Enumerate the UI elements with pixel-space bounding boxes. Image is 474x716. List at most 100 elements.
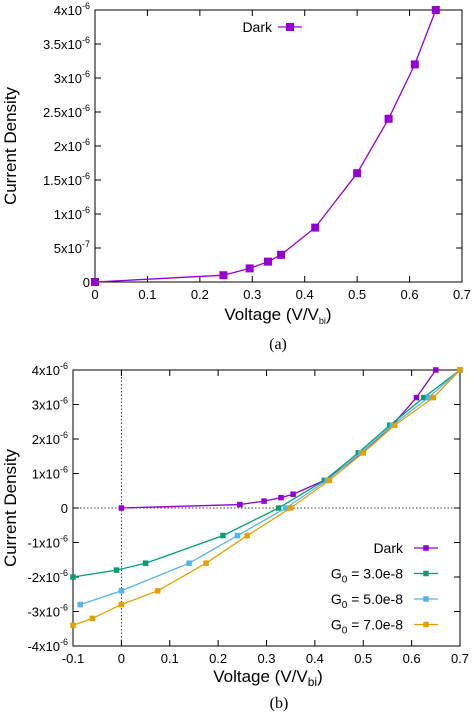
y-axis-label-b: Current Density — [1, 448, 20, 567]
x-tick-label: 0.1 — [138, 287, 156, 302]
data-point — [420, 394, 427, 401]
x-tick-label: 0 — [91, 287, 98, 302]
series-0 — [91, 6, 440, 286]
data-point — [77, 601, 84, 608]
data-point — [234, 532, 241, 539]
y-tick-label: 0 — [61, 501, 68, 516]
data-point — [70, 622, 76, 629]
data-point — [287, 505, 294, 511]
series-0 — [118, 367, 439, 511]
legend-label: G0 = 5.0e-8 — [331, 591, 403, 611]
series-line — [72, 369, 461, 626]
x-axis-label-b: Voltage (V/Vbi) — [213, 667, 323, 689]
data-point — [360, 450, 366, 456]
data-point — [283, 505, 289, 511]
y-tick-label: 2.5x10-6 — [43, 103, 90, 120]
y-tick-label: 1x10-6 — [54, 205, 90, 222]
y-tick-label: 4x10-6 — [54, 1, 90, 18]
y-tick-label: 5x10-7 — [54, 239, 90, 256]
series-1 — [70, 367, 463, 580]
series-2 — [77, 367, 463, 608]
data-point — [433, 367, 439, 373]
data-point — [413, 394, 420, 401]
x-axis-label-a: Voltage (V/Vbi) — [224, 305, 331, 326]
legend-item: G0 = 5.0e-8 — [331, 591, 438, 611]
y-tick-label: 3x10-6 — [54, 69, 90, 86]
x-tick-label: 0.1 — [161, 651, 179, 666]
caption-b: (b) — [270, 695, 289, 712]
x-tick-label: 0.6 — [403, 651, 421, 666]
legend-label: G0 = 3.0e-8 — [331, 566, 403, 586]
data-point — [142, 560, 149, 566]
x-tick-label: -0.1 — [62, 651, 84, 666]
x-tick-label: 0.3 — [257, 651, 275, 666]
series-group-a — [91, 6, 440, 286]
x-tick-label: 0.7 — [453, 287, 471, 302]
plot-frame-a — [94, 9, 463, 283]
x-tick-label: 0.2 — [191, 287, 209, 302]
x-tick-label: 0.3 — [243, 287, 261, 302]
x-tick-label: 0.4 — [306, 651, 324, 666]
y-tick-labels-b: -4x10-6 -3x10-6 -2x10-6 -1x10-6 0 1x10-6 2x10-… — [27, 361, 460, 654]
x-tick-label: 0.5 — [354, 651, 372, 666]
y-tick-label: -3x10-6 — [27, 603, 68, 620]
data-point — [70, 574, 76, 580]
legend-swatch-marker — [286, 23, 294, 31]
series-group-b — [70, 367, 463, 629]
y-tick-label: 3.5x10-6 — [43, 35, 90, 52]
chart-panel-a: 0 5x10-7 1x10-6 1.5x10-6 2x10-6 2.5x10-6 3x10-… — [1, 1, 471, 353]
data-point — [264, 257, 273, 266]
data-point — [118, 505, 125, 511]
data-point — [220, 532, 226, 539]
y-tick-label: -4x10-6 — [27, 637, 68, 654]
data-point — [154, 588, 161, 594]
data-point — [277, 250, 286, 259]
data-point — [237, 501, 243, 508]
series-line — [80, 369, 461, 606]
series-3 — [70, 367, 463, 629]
chart-panel-b: -4x10-6 -3x10-6 -2x10-6 -1x10-6 0 1x10-6 2x10-… — [1, 361, 469, 712]
data-point — [410, 60, 419, 69]
data-point — [311, 223, 320, 232]
data-point — [244, 532, 250, 539]
x-tick-label: 0.2 — [209, 651, 227, 666]
legend-label: G0 = 7.0e-8 — [331, 617, 403, 637]
series-line — [72, 369, 461, 578]
data-point — [326, 477, 333, 484]
data-point — [91, 278, 99, 286]
data-point — [245, 264, 254, 273]
data-point — [353, 169, 362, 178]
legend-swatch-marker — [423, 596, 429, 602]
series-line — [94, 9, 437, 283]
data-point — [425, 394, 432, 401]
data-point — [203, 560, 209, 566]
legend-swatch-marker — [423, 545, 429, 551]
data-point — [275, 505, 282, 511]
x-tick-label: 0.7 — [451, 651, 469, 666]
y-tick-label: -2x10-6 — [27, 568, 68, 585]
y-tick-label: 3x10-6 — [32, 396, 68, 413]
x-tick-label: 0.4 — [296, 287, 314, 302]
legend-label: Dark — [242, 19, 273, 35]
x-tick-labels-a: 0 0.1 0.2 0.3 0.4 0.5 0.6 0.7 — [91, 10, 471, 302]
data-point — [89, 615, 96, 622]
y-tick-labels-a: 0 5x10-7 1x10-6 1.5x10-6 2x10-6 2.5x10-6 3x10-… — [43, 1, 462, 290]
x-tick-label: 0 — [118, 651, 125, 666]
data-point — [457, 367, 463, 373]
legend-swatch-marker — [423, 570, 429, 577]
series-line — [121, 369, 437, 509]
data-point — [118, 588, 125, 594]
data-point — [391, 422, 398, 428]
y-tick-label: -1x10-6 — [27, 534, 68, 551]
legend-item: Dark — [373, 540, 438, 556]
data-point — [431, 6, 440, 14]
x-tick-label: 0.5 — [348, 287, 366, 302]
y-tick-label: 4x10-6 — [32, 361, 68, 378]
y-axis-label-a: Current Density — [1, 86, 20, 205]
y-tick-label: 0 — [83, 275, 90, 290]
data-point — [290, 491, 296, 497]
data-point — [118, 601, 125, 608]
x-tick-label: 0.6 — [401, 287, 419, 302]
legend-item: G0 = 7.0e-8 — [331, 617, 438, 637]
